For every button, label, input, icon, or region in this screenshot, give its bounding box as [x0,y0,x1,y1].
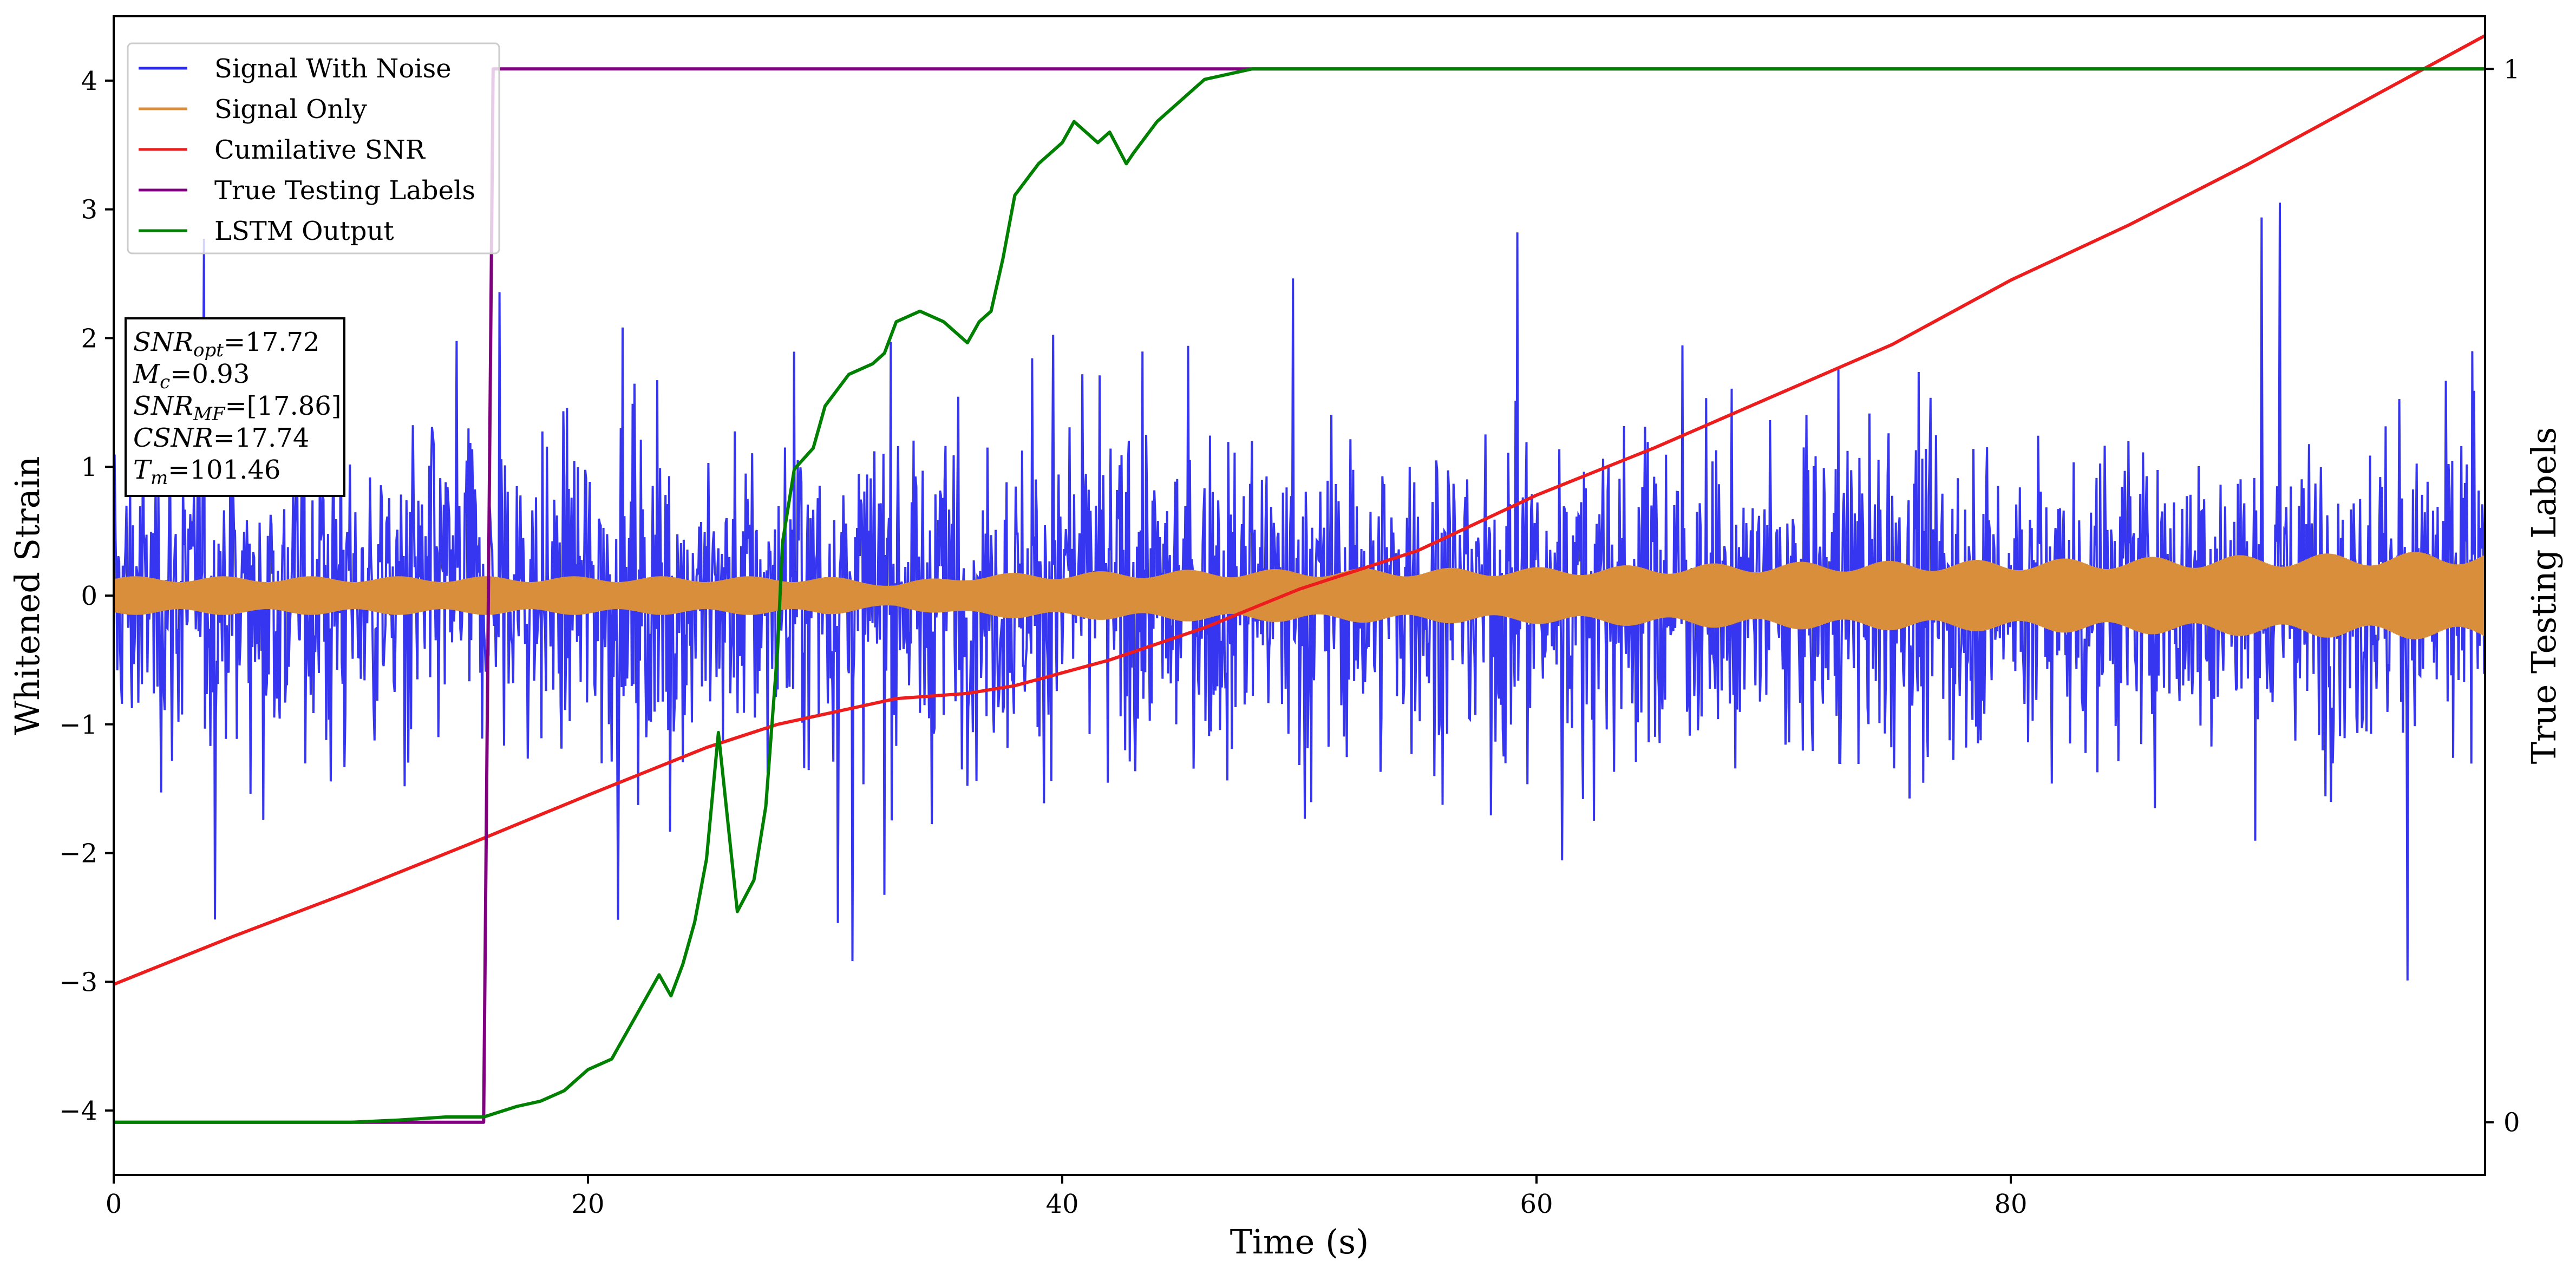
x-axis-label: Time (s) [1230,1222,1369,1262]
x-tick-label: 80 [1994,1189,2027,1219]
stat-line: Tm=101.46 [133,455,280,489]
y-axis-label: Whitened Strain [8,456,47,735]
y2-axis-label: True Testing Labels [2524,427,2564,765]
x-tick-label: 20 [571,1189,604,1219]
stats-box-frame [125,317,345,497]
y-tick-label: 4 [81,66,97,96]
legend-entry: Cumilative SNR [214,135,426,165]
y-tick-label: 1 [81,452,97,482]
legend-entry: Signal Only [214,94,367,125]
series-cumilative-snr [114,34,2485,986]
y-tick-label: −2 [59,839,97,869]
x-tick-label: 0 [106,1189,122,1219]
cumilative-snr-line [114,34,2485,986]
legend-frame [127,42,500,254]
legend-entry: True Testing Labels [214,175,475,206]
stat-line: SNRMF=[17.86] [133,391,342,425]
y-tick-label: −4 [59,1096,97,1126]
stat-line: Mc=0.93 [133,359,250,393]
y2-tick-label: 0 [2503,1108,2520,1138]
legend: Signal With Noise Signal Only Cumilative S… [127,42,500,254]
y-tick-label: −1 [59,710,97,740]
y-tick-label: 2 [81,323,97,354]
series-signal-only [114,552,2485,639]
legend-entry: LSTM Output [214,216,394,246]
stat-line: SNRopt=17.72 [133,327,320,361]
signal-only-line [114,552,2485,639]
x-tick-label: 60 [1520,1189,1553,1219]
y-tick-label: 0 [81,581,97,611]
stat-line: CSNR=17.74 [133,423,309,453]
x-tick-label: 40 [1045,1189,1078,1219]
y-tick-label: 3 [81,195,97,225]
stats-annotation-box: SNRopt=17.72Mc=0.93SNRMF=[17.86]CSNR=17.… [125,317,345,497]
y-tick-label: −3 [59,967,97,997]
legend-entry: Signal With Noise [214,54,452,84]
y2-tick-label: 1 [2503,54,2520,84]
series-lstm-output [114,67,2485,1124]
lstm-output-line [114,67,2485,1124]
